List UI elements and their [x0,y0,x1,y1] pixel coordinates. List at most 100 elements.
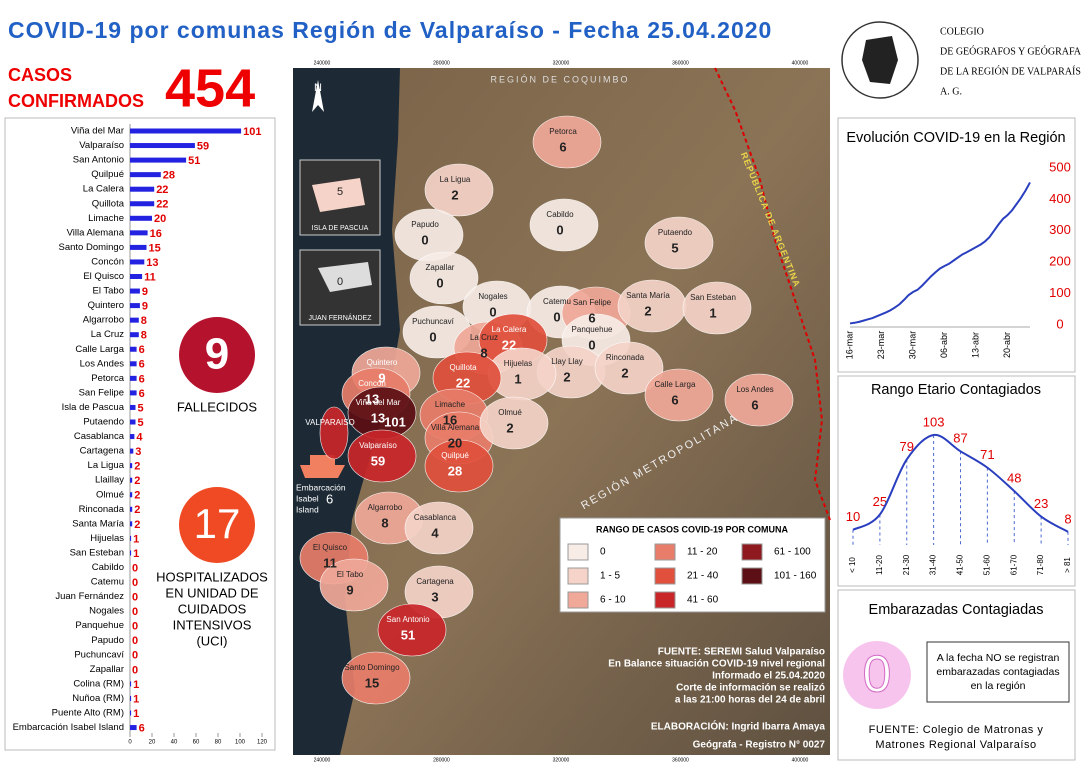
y-tick-label: La Calera [83,184,125,195]
value-label: 0 [132,664,138,676]
y-tick-label: Rinconada [79,504,125,515]
value-label: 0 [132,606,138,618]
comuna-area [644,368,714,422]
inset-label: JUAN FERNÁNDEZ [308,313,372,322]
ship-icon [300,455,345,478]
comuna-name: Santa María [626,291,670,300]
bar [130,448,134,454]
y-tick-label: Cabildo [92,562,124,573]
legend-title: RANGO DE CASOS COVID-19 POR COMUNA [596,524,789,534]
map-source: En Balance situación COVID-19 nivel regi… [608,659,825,670]
chart-title: Evolución COVID-19 en la Región [846,130,1065,146]
value-label: 8 [141,315,147,327]
legend-swatch [654,567,676,585]
deaths-label: FALLECIDOS [177,399,258,414]
comuna-name: Llay Llay [551,357,583,366]
comuna-name: Cartagena [416,577,454,586]
inset-value: 0 [337,276,343,288]
bar [130,332,139,338]
comuna-value: 59 [371,453,385,468]
comuna-area [644,216,714,270]
map-coord: 320000 [553,60,570,66]
bar [130,317,139,323]
comuna-value: 2 [621,365,628,380]
org-name: A. G. [940,86,962,97]
comuna-value: 0 [553,309,560,324]
icu-label: (UCI) [196,633,227,648]
y-tick-label: Calle Larga [75,344,124,355]
border-line [714,67,831,521]
x-tick-label: 13-abr [970,332,980,358]
bar [130,521,133,527]
comuna-name: Los Andes [736,385,773,394]
value-label: 2 [134,461,140,473]
comuna-area [319,558,389,612]
icu-value: 17 [194,500,241,547]
y-tick-label: 300 [1049,222,1071,237]
y-tick-label: Nuñoa (RM) [72,693,124,704]
y-tick-label: San Felipe [79,387,124,398]
bar [130,492,133,498]
comuna-name: Limache [435,400,466,409]
comuna-value: 51 [401,627,415,642]
comuna-name: Panquehue [572,325,613,334]
value-label: 0 [132,562,138,574]
legend-label: 101 - 160 [774,571,817,582]
bar [130,535,132,541]
north-label: N [314,82,322,94]
comuna-area [529,198,599,252]
comuna-name: Papudo [411,220,439,229]
line [849,181,1031,325]
ship-label: Isabel [296,493,319,503]
ship-label: Island [296,504,319,514]
comuna-value: 16 [443,412,457,427]
y-tick-label: Puchuncaví [74,649,124,660]
value-label: 9 [142,286,148,298]
comuna-value: 11 [323,555,337,570]
value-label: 2 [134,475,140,487]
comuna-area [617,279,687,333]
comuna-value: 22 [502,337,516,352]
bar [130,128,242,134]
x-tick-label: 20 [149,740,156,746]
value-label: 0 [132,635,138,647]
bar-panel [4,117,276,751]
x-tick-label: 31-40 [929,554,938,575]
x-tick-label: 80 [215,740,222,746]
map-coord: 360000 [672,757,689,763]
comuna-value: 6 [588,310,595,325]
map-coord: 360000 [672,60,689,66]
y-tick-label: Nogales [89,606,124,617]
bar [130,346,137,352]
comuna-area [724,373,794,427]
bar [130,230,148,236]
y-tick-label: La Cruz [91,329,125,340]
comuna-name: Quintero [367,358,398,367]
comuna-name: Puchuncaví [412,317,455,326]
icu-label: INTENSIVOS [173,617,252,632]
x-tick-label: > 81 [1063,557,1072,573]
value-label: 103 [923,414,945,429]
value-label: 6 [139,344,145,356]
x-tick-label: < 10 [848,557,857,573]
value-label: 79 [900,439,914,454]
y-tick-label: Algarrobo [83,315,124,326]
y-tick-label: Quintero [88,300,124,311]
value-label: 16 [150,228,162,240]
y-tick-label: Papudo [91,635,124,646]
y-tick-label: Santo Domingo [59,242,124,253]
comuna-area [347,429,417,483]
comuna-area [424,439,494,493]
bar [130,681,132,687]
bar [130,390,137,396]
comuna-value: 22 [456,375,470,390]
bar [130,303,140,309]
comuna-name: Concón [358,379,386,388]
map-source: a las 21:00 horas del 24 de abril [675,695,825,706]
value-label: 10 [846,509,860,524]
comuna-name: Hijuelas [504,359,532,368]
y-tick-label: Zapallar [90,664,124,675]
bar [130,259,145,265]
pregnant-note-box [926,641,1070,703]
y-tick-label: Casablanca [74,431,125,442]
